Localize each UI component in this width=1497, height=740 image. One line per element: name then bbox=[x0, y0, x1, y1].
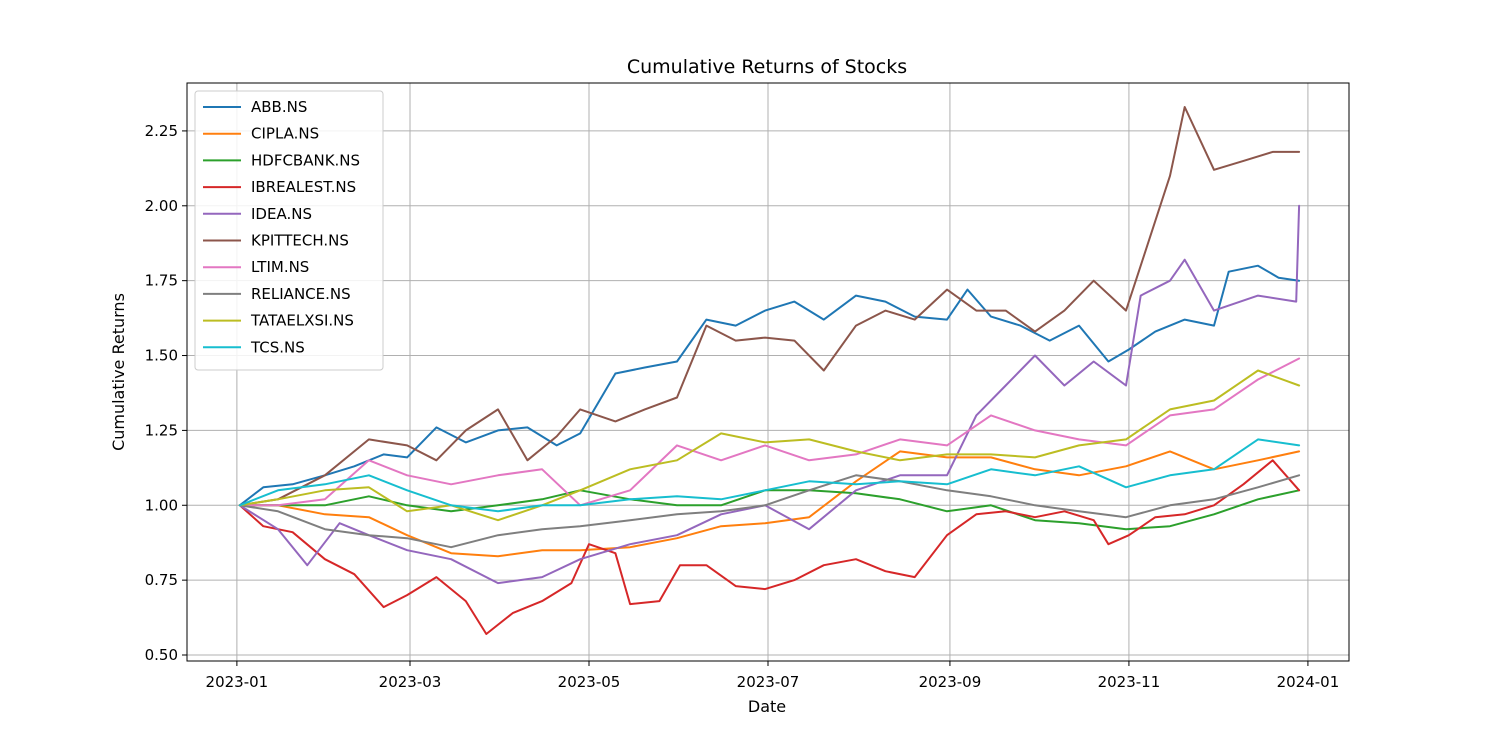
x-axis-ticks: 2023-01 2023-03 2023-05 2023-07 2023-09 2023-… bbox=[206, 661, 1340, 691]
legend-label-kpittech-ns: KPITTECH.NS bbox=[251, 232, 349, 250]
y-tick-label: 0.50 bbox=[145, 646, 178, 664]
legend-label-ltim-ns: LTIM.NS bbox=[251, 258, 309, 276]
series-line-cipla-ns bbox=[238, 450, 1301, 558]
y-tick-label: 0.75 bbox=[145, 571, 178, 589]
series-line-ibrealest-ns bbox=[238, 459, 1301, 635]
legend-label-hdfcbank-ns: HDFCBANK.NS bbox=[251, 151, 360, 169]
legend-label-idea-ns: IDEA.NS bbox=[251, 205, 312, 223]
x-tick-label: 2023-11 bbox=[1098, 673, 1161, 691]
series-line-tataelxsi-ns bbox=[238, 369, 1301, 522]
x-tick-label: 2023-01 bbox=[206, 673, 269, 691]
y-axis-ticks: 0.50 0.75 1.00 1.25 1.50 1.75 2.00 2.25 bbox=[145, 122, 187, 664]
y-axis-label: Cumulative Returns bbox=[109, 293, 128, 451]
x-tick-label: 2023-03 bbox=[379, 673, 442, 691]
legend-label-tcs-ns: TCS.NS bbox=[250, 338, 305, 356]
legend-label-abb-ns: ABB.NS bbox=[251, 98, 307, 116]
x-tick-label: 2023-07 bbox=[737, 673, 800, 691]
y-tick-label: 1.75 bbox=[145, 272, 178, 290]
x-axis-label: Date bbox=[748, 697, 786, 716]
series-line-abb-ns bbox=[238, 264, 1301, 507]
y-tick-label: 2.00 bbox=[145, 197, 178, 215]
series-line-reliance-ns bbox=[238, 474, 1301, 549]
series-line-kpittech-ns bbox=[238, 106, 1301, 507]
series-line-ltim-ns bbox=[238, 357, 1301, 507]
x-tick-label: 2024-01 bbox=[1277, 673, 1340, 691]
legend-label-tataelxsi-ns: TATAELXSI.NS bbox=[250, 312, 354, 330]
y-tick-label: 1.25 bbox=[145, 421, 178, 439]
y-tick-label: 2.25 bbox=[145, 122, 178, 140]
legend-label-reliance-ns: RELIANCE.NS bbox=[251, 285, 351, 303]
legend: ABB.NS CIPLA.NS HDFCBANK.NS IBREALEST.NS IDE… bbox=[194, 90, 384, 371]
series-line-tcs-ns bbox=[238, 438, 1301, 513]
chart-title: Cumulative Returns of Stocks bbox=[627, 56, 907, 78]
legend-label-cipla-ns: CIPLA.NS bbox=[251, 125, 319, 143]
legend-box bbox=[194, 90, 384, 371]
x-tick-label: 2023-09 bbox=[919, 673, 982, 691]
series-line-idea-ns bbox=[238, 204, 1301, 585]
series-lines bbox=[238, 106, 1301, 635]
y-tick-label: 1.00 bbox=[145, 496, 178, 514]
x-tick-label: 2023-05 bbox=[558, 673, 621, 691]
legend-label-ibrealest-ns: IBREALEST.NS bbox=[251, 178, 356, 196]
y-tick-label: 1.50 bbox=[145, 347, 178, 365]
